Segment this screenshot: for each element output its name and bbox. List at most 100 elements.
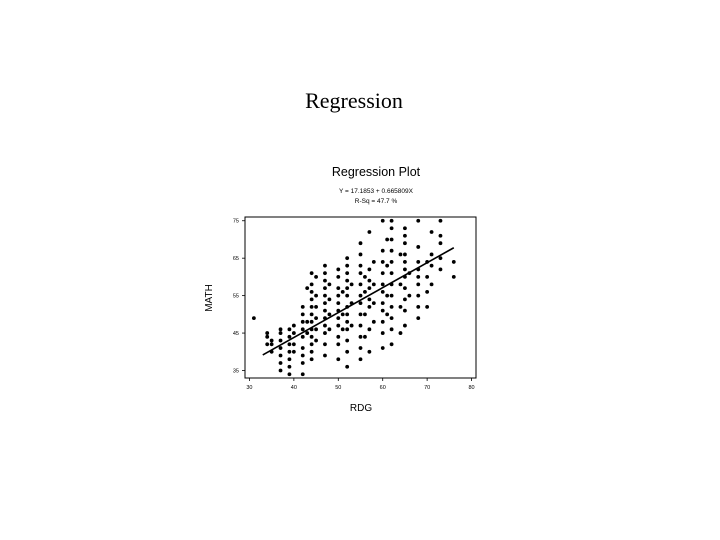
data-point (291, 323, 296, 328)
data-point (309, 297, 314, 302)
data-point (367, 349, 372, 354)
data-point (398, 252, 403, 257)
data-point (345, 256, 350, 261)
data-point (398, 304, 403, 309)
data-point (345, 338, 350, 343)
data-point (389, 342, 394, 347)
data-point (349, 323, 354, 328)
data-point (380, 346, 385, 350)
data-point (358, 252, 363, 257)
data-point (309, 289, 314, 294)
data-point (403, 233, 407, 238)
data-point (323, 308, 327, 313)
data-point (438, 218, 443, 223)
data-point (309, 271, 314, 276)
data-point (323, 263, 327, 268)
data-point (287, 357, 292, 362)
data-point (309, 349, 314, 354)
data-point (389, 237, 394, 242)
data-point (358, 301, 363, 306)
data-point (340, 312, 345, 317)
data-point (380, 319, 385, 324)
data-point (349, 282, 354, 287)
x-axis-label: RDG (350, 403, 372, 414)
data-point (438, 256, 443, 261)
data-point (287, 334, 292, 339)
data-point (403, 297, 407, 302)
data-point (336, 316, 341, 320)
data-point (416, 293, 421, 298)
data-point (389, 304, 394, 309)
x-tick-label: 70 (424, 385, 430, 391)
data-point (403, 323, 407, 328)
data-point (403, 286, 407, 291)
data-point (345, 293, 350, 298)
data-point (451, 275, 456, 279)
data-point (327, 312, 332, 317)
data-point (385, 263, 390, 268)
data-point (314, 316, 318, 320)
y-tick-label: 65 (233, 256, 239, 262)
data-point (380, 289, 385, 294)
data-point (389, 271, 394, 276)
data-point (278, 346, 283, 350)
data-point (340, 289, 345, 294)
data-point (323, 301, 327, 306)
data-point (336, 323, 341, 328)
data-point (371, 319, 376, 324)
data-point (367, 230, 372, 234)
data-point (323, 278, 327, 283)
data-point (385, 312, 390, 317)
data-point (403, 260, 407, 264)
data-point (336, 301, 341, 306)
chart-equation: Y = 17.1853 + 0.665809X (339, 188, 414, 195)
data-point (345, 286, 350, 291)
data-point (345, 319, 350, 324)
data-point (358, 271, 363, 276)
data-point (278, 361, 283, 365)
data-point (389, 218, 394, 223)
data-point (314, 275, 318, 279)
data-point (300, 304, 305, 309)
data-point (300, 319, 305, 324)
data-point (345, 278, 350, 283)
data-point (336, 267, 341, 272)
data-point (385, 237, 390, 242)
data-point (438, 241, 443, 246)
data-point (327, 327, 332, 332)
x-tick-label: 50 (335, 385, 341, 391)
data-point (300, 353, 305, 358)
data-point (336, 275, 341, 279)
data-point (363, 289, 367, 294)
data-point (309, 319, 314, 324)
data-point (358, 357, 363, 362)
data-point (309, 282, 314, 287)
data-point (380, 301, 385, 306)
data-point (416, 218, 421, 223)
chart-rsq: R-Sq = 47.7 % (355, 198, 398, 205)
data-point (327, 282, 332, 287)
data-point (403, 241, 407, 246)
data-point (367, 304, 372, 309)
data-point (358, 293, 363, 298)
data-point (403, 252, 407, 257)
regression-line (262, 247, 455, 356)
data-point (380, 248, 385, 253)
data-point (389, 226, 394, 231)
data-point (363, 275, 367, 279)
data-point (358, 282, 363, 287)
y-axis-ticks: 35 45 55 65 75 (233, 219, 245, 375)
data-point (371, 282, 376, 287)
data-point (380, 218, 385, 223)
data-point (287, 342, 292, 347)
data-point (367, 278, 372, 283)
x-tick-label: 60 (380, 385, 386, 391)
data-point (380, 260, 385, 264)
data-point (403, 308, 407, 313)
slide-title: Regression (305, 88, 403, 113)
data-point (323, 342, 327, 347)
data-point (451, 260, 456, 264)
data-point (323, 353, 327, 358)
data-point (380, 282, 385, 287)
data-point (438, 267, 443, 272)
